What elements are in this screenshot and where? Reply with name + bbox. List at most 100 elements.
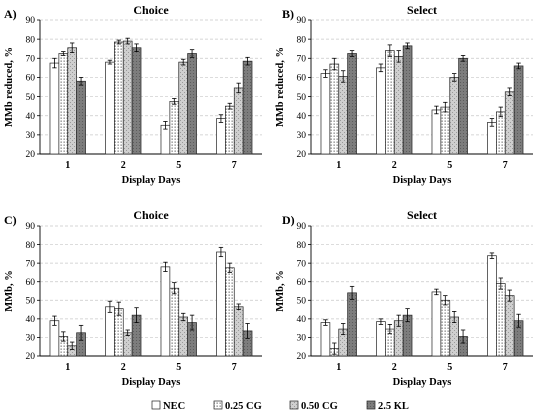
panel-b: 20 30 40 50 60 70 80 90 1 2 5 7 Select B) Display Days… <box>275 3 533 186</box>
y-tick-label: 80 <box>26 241 36 251</box>
x-tick-label: 2 <box>121 160 126 171</box>
legend-label: 0.25 CG <box>225 401 262 412</box>
bar <box>385 50 395 155</box>
bar <box>496 283 506 357</box>
legend-swatch <box>151 400 161 410</box>
bar <box>449 77 459 155</box>
y-tick-label: 80 <box>297 241 307 251</box>
bar <box>114 308 124 357</box>
x-tick-label: 1 <box>65 362 70 373</box>
y-tick-label: 90 <box>297 222 307 232</box>
bar <box>376 321 386 357</box>
x-axis-label: Display Days <box>122 175 181 186</box>
bar <box>329 63 340 155</box>
bar <box>216 118 226 155</box>
panel-label: A) <box>4 7 17 21</box>
bar <box>376 67 386 155</box>
y-tick-label: 30 <box>26 131 36 141</box>
legend-swatch <box>366 400 376 410</box>
panel-label: C) <box>4 213 17 227</box>
x-tick-label: 2 <box>392 362 397 373</box>
bar <box>402 45 413 155</box>
bar <box>458 57 468 155</box>
bar <box>496 111 506 155</box>
x-tick-label: 7 <box>232 160 237 171</box>
bar <box>178 61 188 155</box>
bar <box>67 47 77 155</box>
bar <box>114 41 124 155</box>
legend-swatch <box>213 400 223 410</box>
bar <box>431 109 442 155</box>
y-tick-label: 20 <box>26 352 36 362</box>
x-tick-label: 5 <box>176 160 181 171</box>
y-tick-label: 80 <box>26 35 36 45</box>
x-tick-label: 2 <box>121 362 126 373</box>
bar <box>487 255 497 357</box>
y-tick-label: 40 <box>297 112 307 122</box>
bar <box>440 106 451 155</box>
panel-d: 20 30 40 50 60 70 80 90 1 2 5 7 Select D) Display Days… <box>275 208 533 388</box>
bar <box>440 299 451 357</box>
panel-label: D) <box>282 213 295 227</box>
y-tick-label: 60 <box>297 278 307 288</box>
bar <box>122 332 133 357</box>
bar <box>131 47 142 155</box>
bar <box>320 322 331 357</box>
bar <box>105 61 115 155</box>
bar <box>76 80 86 155</box>
x-tick-label: 7 <box>503 160 508 171</box>
bar <box>504 91 515 155</box>
bar <box>49 320 60 357</box>
y-tick-label: 40 <box>297 315 307 325</box>
y-axis-label: MMb, % <box>275 270 286 311</box>
x-axis-label: Display Days <box>122 377 181 388</box>
legend-swatch <box>289 400 299 410</box>
y-tick-label: 50 <box>26 93 36 103</box>
chart-title: Select <box>407 3 437 17</box>
bar <box>160 124 171 155</box>
bar <box>431 291 442 357</box>
chart-title: Choice <box>133 3 169 17</box>
y-tick-label: 30 <box>297 334 307 344</box>
bar <box>487 122 497 155</box>
bar <box>122 40 133 155</box>
x-tick-label: 1 <box>65 160 70 171</box>
x-tick-label: 1 <box>336 362 341 373</box>
y-tick-label: 40 <box>26 315 36 325</box>
bar <box>393 56 404 155</box>
bar <box>347 53 357 155</box>
panel-label: B) <box>282 7 294 21</box>
y-tick-label: 30 <box>297 131 307 141</box>
bar <box>225 105 235 155</box>
bar <box>233 87 244 155</box>
bar <box>169 287 180 357</box>
x-tick-label: 5 <box>176 362 181 373</box>
legend-label: NEC <box>163 401 185 412</box>
bar <box>58 53 69 155</box>
bar <box>178 316 188 357</box>
panel-a: 20 30 40 50 60 70 80 90 1 2 5 7 Choice A) Display Days… <box>4 3 262 186</box>
y-tick-label: 20 <box>297 352 307 362</box>
y-tick-label: 70 <box>297 259 307 269</box>
y-tick-label: 90 <box>26 16 36 26</box>
y-tick-label: 30 <box>26 334 36 344</box>
y-tick-label: 80 <box>297 35 307 45</box>
y-axis-label: MMb reduced, % <box>275 47 286 127</box>
x-axis-label: Display Days <box>393 377 452 388</box>
bar <box>347 292 357 357</box>
chart-title: Choice <box>133 208 169 222</box>
bar <box>169 101 180 155</box>
x-axis-label: Display Days <box>393 175 452 186</box>
bar <box>216 251 226 357</box>
bar <box>225 267 235 357</box>
y-tick-label: 60 <box>26 74 36 84</box>
y-tick-label: 90 <box>26 222 36 232</box>
y-tick-label: 70 <box>26 259 36 269</box>
y-tick-label: 60 <box>26 278 36 288</box>
bar <box>242 60 253 155</box>
bar <box>105 306 115 357</box>
bar <box>187 53 197 155</box>
bar <box>320 73 331 155</box>
